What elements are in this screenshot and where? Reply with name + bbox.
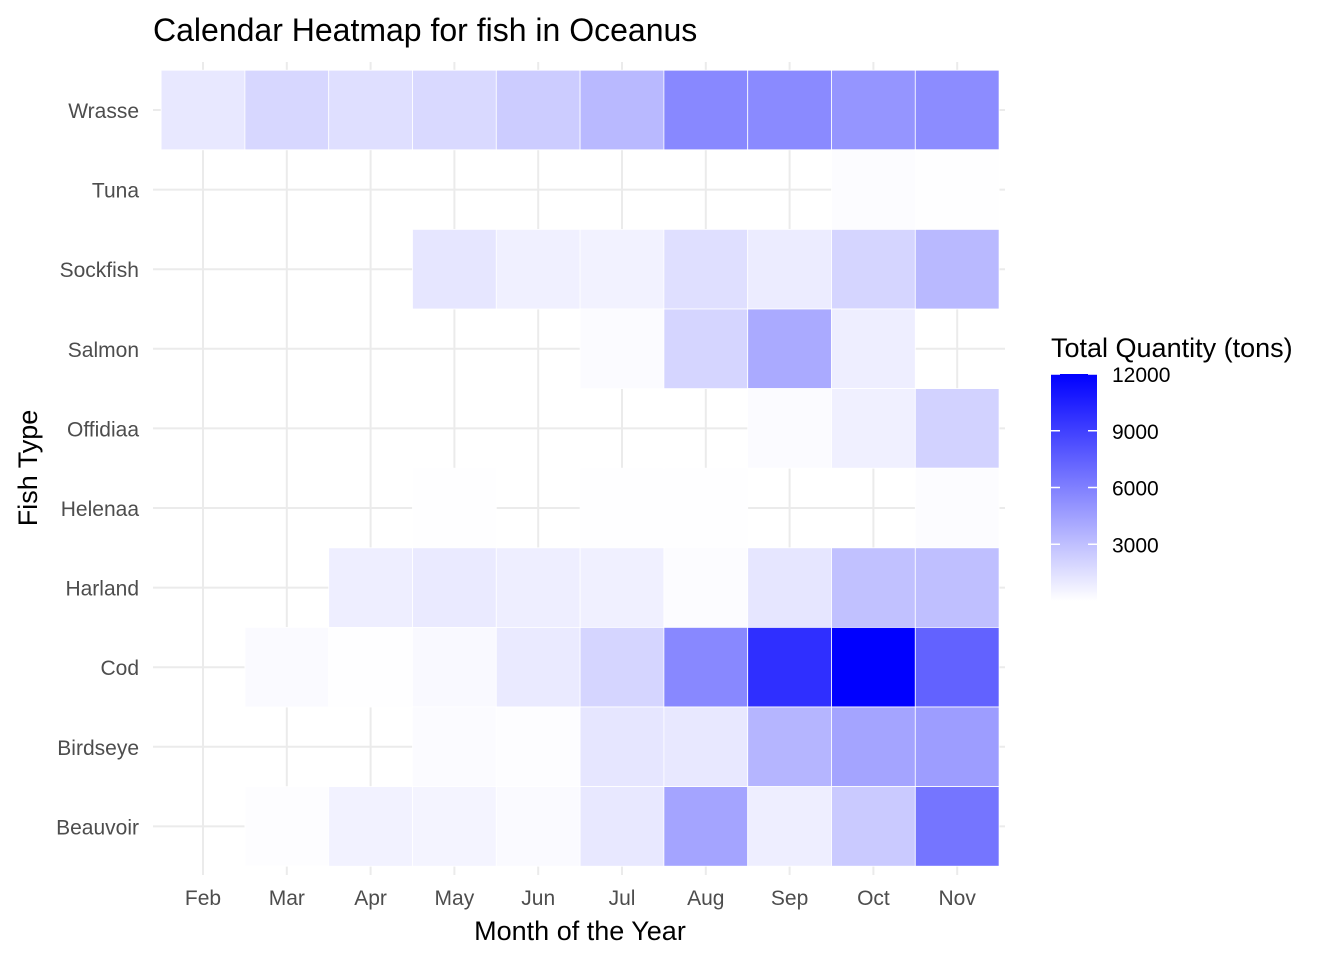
heatmap-tile [831,547,916,628]
heatmap-tile [579,69,665,151]
heatmap-tile [579,467,665,549]
heatmap-tile [831,706,916,787]
heatmap-tile [244,627,330,708]
heatmap-tile [412,627,497,708]
x-tick-label: Nov [939,887,977,910]
heatmap-tiles [160,69,1000,867]
legend-tick-label: 9000 [1112,421,1159,444]
heatmap-tile [747,308,832,389]
x-tick-label: Aug [687,887,724,910]
y-tick-label: Beauvoir [56,816,139,839]
heatmap-tile [914,149,1000,230]
heatmap-tile [579,547,665,628]
x-tick-label: Feb [185,887,221,910]
heatmap-tile [914,69,1000,151]
heatmap-tile [914,388,1000,469]
x-tick-label: Apr [354,887,387,910]
heatmap-tile [495,69,581,151]
y-tick-label: Tuna [92,180,139,203]
heatmap-tile [663,69,749,151]
heatmap-tile [663,467,749,549]
legend-tick-label: 12000 [1112,364,1170,387]
y-axis-tick-labels: Wrasse Tuna Sockfish Salmon Offidiaa Helenaa H… [56,100,139,839]
y-tick-label: Cod [100,657,139,680]
heatmap-tile [831,627,916,708]
heatmap-tile [663,786,749,867]
heatmap-tile [579,786,665,867]
heatmap-tile [831,786,916,867]
heatmap-tile [747,547,832,628]
heatmap-tile [328,547,413,628]
heatmap-tile [328,69,413,151]
legend-tick-label: 3000 [1112,534,1159,557]
heatmap-tile [412,547,497,628]
heatmap-tile [831,149,916,230]
heatmap-tile [495,706,581,787]
x-tick-label: Jun [521,887,555,910]
x-tick-label: Mar [269,887,305,910]
heatmap-tile [579,308,665,389]
heatmap-tile [831,308,916,389]
legend-title: Total Quantity (tons) [1051,333,1293,363]
x-axis-tick-labels: Feb Mar Apr May Jun Jul Aug Sep Oct Nov [185,887,976,910]
y-tick-label: Birdseye [57,737,139,760]
legend-ticks: 12000 9000 6000 3000 [1051,364,1170,557]
y-axis-title: Fish Type [13,410,43,527]
y-tick-label: Wrasse [68,100,139,123]
heatmap-tile [831,388,916,469]
y-tick-label: Offidiaa [67,418,139,441]
legend-tick-label: 6000 [1112,478,1159,501]
heatmap-tile [328,627,413,708]
heatmap-tile [663,547,749,628]
y-tick-label: Salmon [68,339,139,362]
y-tick-label: Sockfish [60,259,139,282]
heatmap-tile [747,786,832,867]
heatmap-tile [914,786,1000,867]
heatmap-tile [412,228,497,310]
heatmap-tile [244,786,330,867]
heatmap-tile [412,786,497,867]
heatmap-tile [328,786,413,867]
y-tick-label: Helenaa [61,498,140,521]
heatmap-tile [831,228,916,310]
x-tick-label: Oct [857,887,890,910]
heatmap-tile [579,228,665,310]
chart-title: Calendar Heatmap for fish in Oceanus [153,12,697,48]
heatmap-tile [747,706,832,787]
heatmap-tile [495,228,581,310]
x-tick-label: Sep [771,887,808,910]
heatmap-tile [412,69,497,151]
heatmap-tile [412,706,497,787]
y-tick-label: Harland [65,578,139,601]
heatmap-tile [747,627,832,708]
x-axis-title: Month of the Year [474,916,686,946]
heatmap-tile [831,69,916,151]
x-tick-label: May [435,887,475,910]
heatmap-tile [160,69,246,151]
heatmap-tile [412,467,497,549]
x-tick-label: Jul [609,887,636,910]
heatmap-tile [495,627,581,708]
heatmap-tile [495,547,581,628]
heatmap-tile [579,627,665,708]
heatmap-tile [914,547,1000,628]
heatmap-tile [663,308,749,389]
heatmap-tile [914,467,1000,549]
heatmap-tile [663,228,749,310]
heatmap-tile [244,69,330,151]
heatmap-tile [914,706,1000,787]
heatmap-tile [663,706,749,787]
heatmap-tile [747,388,832,469]
heatmap-tile [747,228,832,310]
color-legend: Total Quantity (tons) 12000 9000 6000 3000 [1051,333,1293,601]
heatmap-tile [914,627,1000,708]
heatmap-tile [747,69,832,151]
heatmap-tile [579,706,665,787]
heatmap-tile [914,228,1000,310]
heatmap-tile [495,786,581,867]
heatmap-tile [663,627,749,708]
